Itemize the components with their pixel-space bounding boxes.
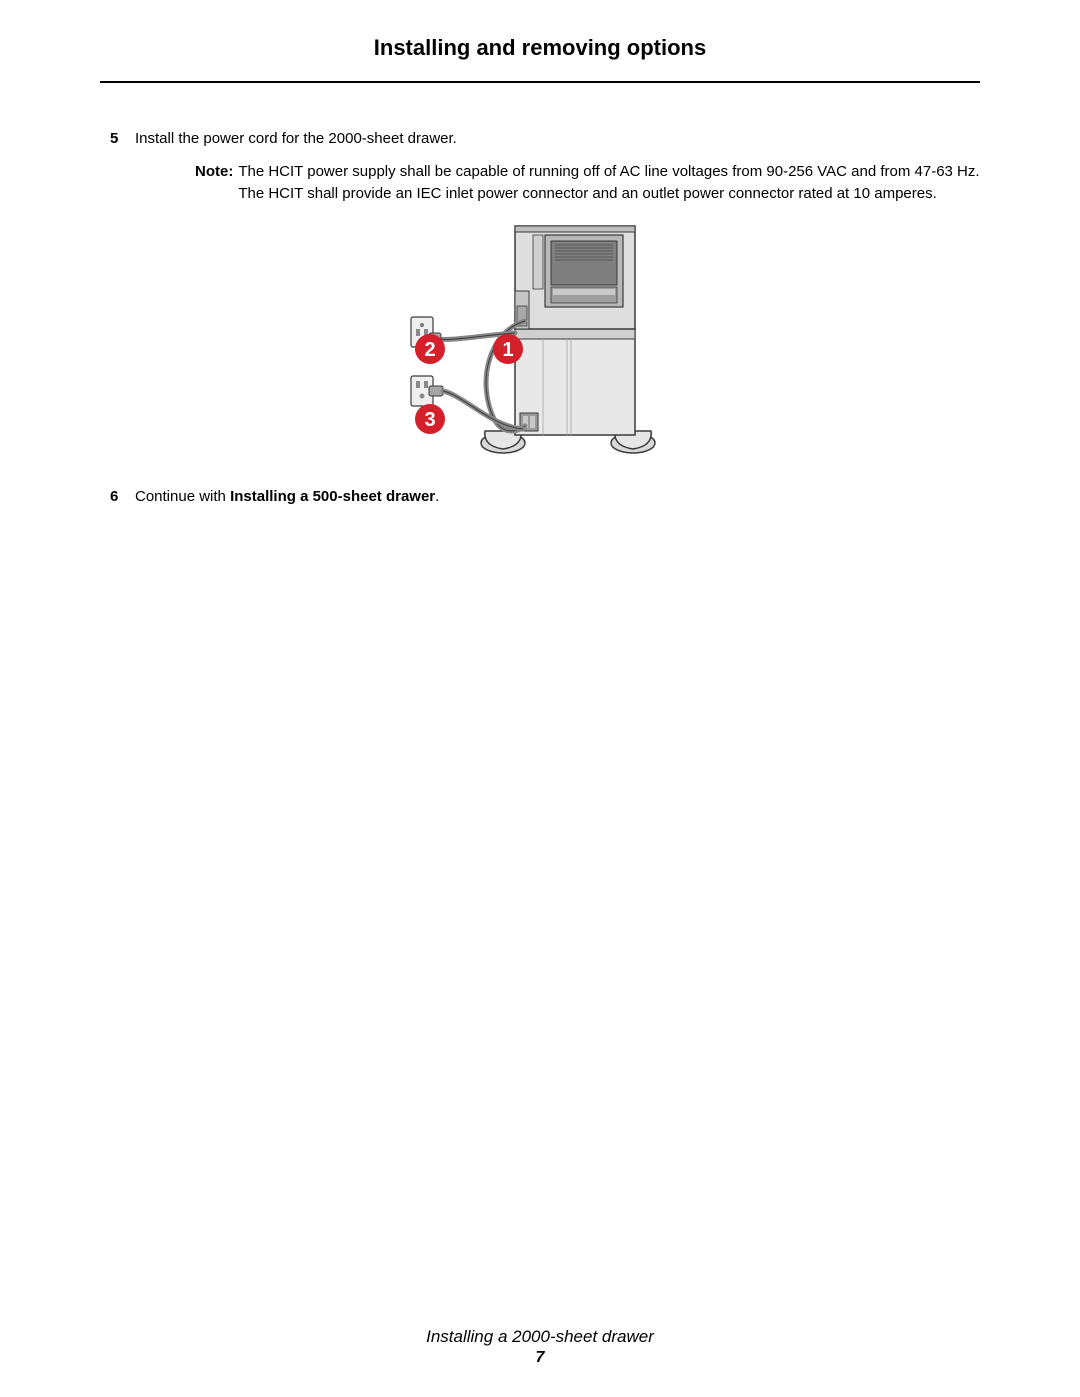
callout-label-1: 1 — [502, 339, 513, 361]
page-footer: Installing a 2000-sheet drawer 7 — [0, 1327, 1080, 1367]
step-text-post: . — [435, 488, 439, 505]
step-text: Install the power cord for the 2000-shee… — [135, 128, 980, 151]
footer-section-title: Installing a 2000-sheet drawer — [0, 1327, 1080, 1347]
note-text: The HCIT power supply shall be capable o… — [238, 161, 980, 206]
power-cord-figure: 1 2 3 — [100, 221, 980, 461]
note-label: Note: — [195, 161, 233, 206]
step-text: Continue with Installing a 500-sheet dra… — [135, 486, 980, 509]
step-number: 6 — [100, 486, 135, 509]
step-5: 5 Install the power cord for the 2000-sh… — [100, 128, 980, 151]
callout-label-3: 3 — [424, 409, 435, 431]
note-block: Note: The HCIT power supply shall be cap… — [135, 161, 980, 206]
page-title: Installing and removing options — [100, 35, 980, 83]
step-6: 6 Continue with Installing a 500-sheet d… — [100, 486, 980, 509]
step-number: 5 — [100, 128, 135, 151]
cross-reference-link[interactable]: Installing a 500-sheet drawer — [230, 488, 435, 505]
callout-label-2: 2 — [424, 339, 435, 361]
footer-page-number: 7 — [0, 1349, 1080, 1367]
step-text-pre: Continue with — [135, 488, 230, 505]
